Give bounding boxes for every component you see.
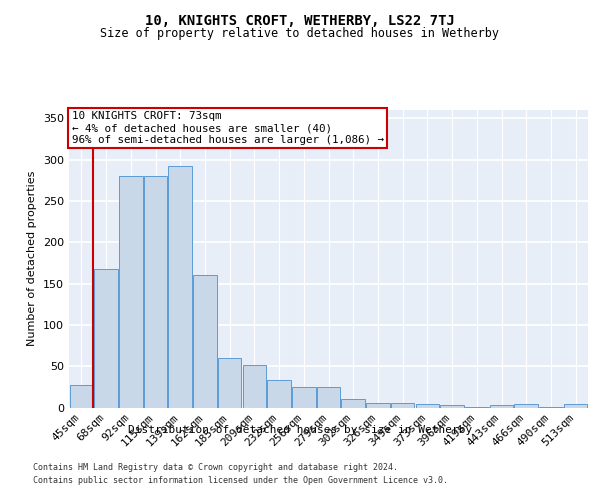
Text: 10 KNIGHTS CROFT: 73sqm
← 4% of detached houses are smaller (40)
96% of semi-det: 10 KNIGHTS CROFT: 73sqm ← 4% of detached… [71,112,383,144]
Text: 10, KNIGHTS CROFT, WETHERBY, LS22 7TJ: 10, KNIGHTS CROFT, WETHERBY, LS22 7TJ [145,14,455,28]
Bar [465,406,488,408]
Y-axis label: Number of detached properties: Number of detached properties [28,171,37,346]
Bar [440,405,464,407]
Bar [169,166,192,408]
Bar [366,402,389,407]
Bar [391,404,415,407]
Bar [94,268,118,407]
Bar [317,387,340,407]
Bar [341,399,365,407]
Bar [564,404,587,407]
Bar [144,176,167,408]
Bar [416,404,439,407]
Bar [119,176,143,408]
Text: Distribution of detached houses by size in Wetherby: Distribution of detached houses by size … [128,425,472,435]
Bar [268,380,291,407]
Bar [490,405,513,407]
Bar [539,406,563,408]
Bar [514,404,538,407]
Text: Contains HM Land Registry data © Crown copyright and database right 2024.: Contains HM Land Registry data © Crown c… [33,462,398,471]
Text: Size of property relative to detached houses in Wetherby: Size of property relative to detached ho… [101,28,499,40]
Bar [242,364,266,408]
Bar [70,385,93,407]
Bar [193,276,217,407]
Bar [292,387,316,407]
Text: Contains public sector information licensed under the Open Government Licence v3: Contains public sector information licen… [33,476,448,485]
Bar [218,358,241,408]
